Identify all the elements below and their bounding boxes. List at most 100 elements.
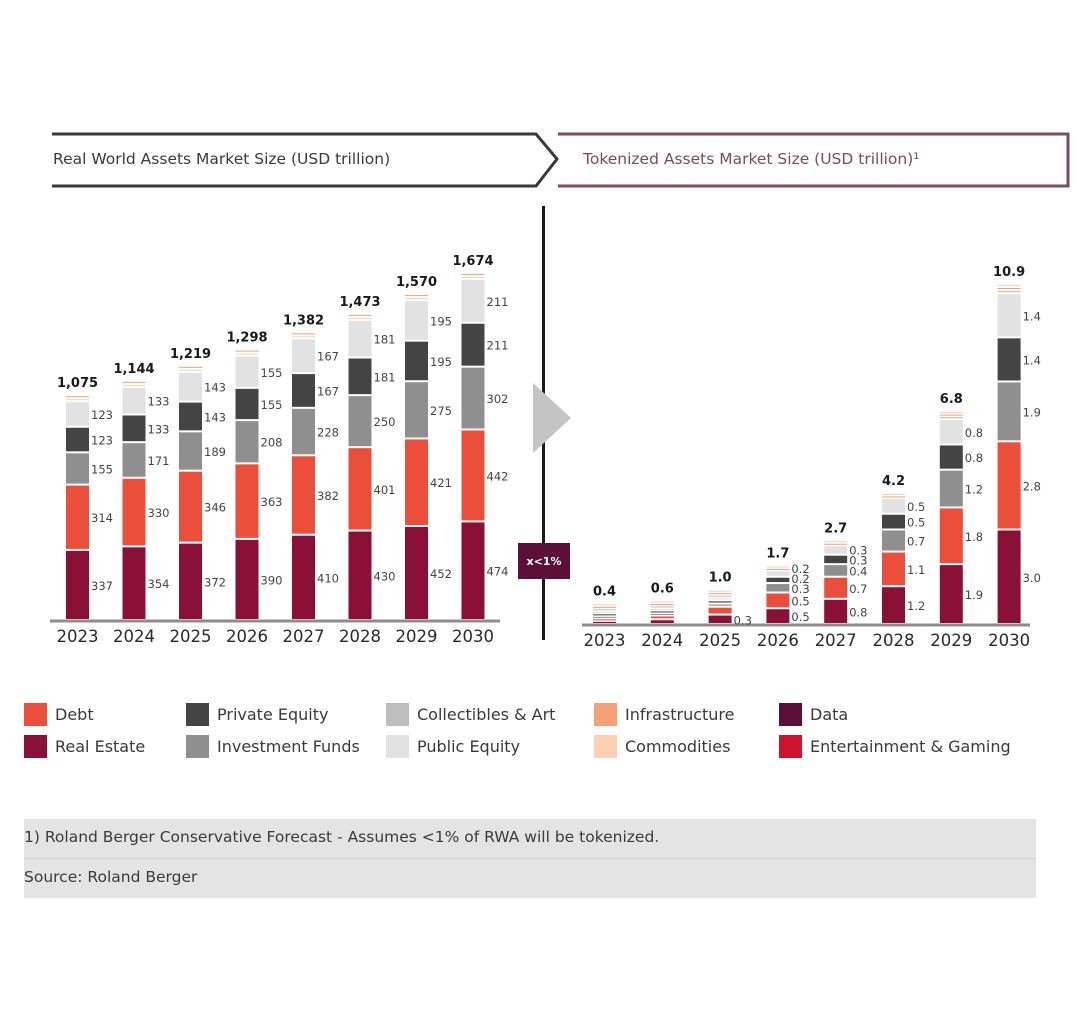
bar-total-label: 0.6 [651, 581, 674, 596]
bar-segment-real-estate-2023 [593, 621, 616, 623]
bar-segment-commodities-2027 [292, 336, 315, 338]
x-tick-label: 2024 [113, 627, 155, 646]
segment-value-label: 0.5 [791, 610, 809, 624]
segment-value-label: 2.8 [1023, 479, 1041, 493]
bar-stack-2024: 354 330 171 133 133 1,144 2024 [113, 362, 169, 646]
bar-segment-private-equity-2026 [766, 577, 790, 583]
bar-segment-commodities-2028 [348, 317, 372, 319]
bar-segment-real-estate-2028 [348, 531, 372, 619]
bar-segment-infrastructure-2025 [179, 366, 202, 368]
bar-segment-infrastructure-2023 [593, 606, 616, 608]
bar-segment-investment-funds-2030 [461, 367, 485, 429]
bar-segment-private-equity-2029 [939, 445, 963, 469]
bar-segment-investment-funds-2023 [593, 616, 616, 618]
legend-label: Commodities [625, 737, 731, 756]
bar-segment-investment-funds-2026 [766, 584, 790, 592]
segment-value-label: 275 [430, 404, 452, 418]
bar-stack-2028: 430 401 250 181 181 1,473 2028 [339, 295, 395, 646]
bar-total-label: 1,473 [339, 295, 380, 310]
charts-canvas: 337 314 155 123 123 1,075 2023 354 330 171 133 133 1… [50, 254, 1041, 650]
legend-swatch-investment-funds [186, 735, 209, 758]
bar-segment-commodities-2027 [824, 541, 848, 543]
segment-value-label: 430 [374, 569, 396, 583]
bar-segment-commodities-2024 [650, 601, 674, 603]
bar-segment-public-equity-2025 [179, 372, 202, 401]
rwa-chart: 337 314 155 123 123 1,075 2023 354 330 171 133 133 1… [50, 254, 508, 646]
bar-segment-public-equity-2025 [708, 598, 732, 600]
bar-stack-2029: 452 421 275 195 195 1,570 2029 [396, 275, 452, 646]
x-tick-label: 2027 [283, 627, 325, 646]
segment-value-label: 171 [148, 454, 170, 468]
legend-item-debt: Debt [24, 703, 94, 726]
bar-total-label: 1,674 [452, 254, 493, 269]
bar-segment-private-equity-2027 [824, 555, 848, 564]
x-tick-label: 2028 [339, 627, 381, 646]
segment-value-label: 401 [374, 483, 396, 497]
legend-label: Public Equity [417, 737, 521, 756]
bar-stack-2023: 0.4 2023 [584, 584, 626, 650]
segment-value-label: 0.8 [965, 451, 983, 465]
segment-value-label: 211 [487, 339, 509, 353]
bar-segment-investment-funds-2028 [882, 530, 905, 551]
legend-swatch-debt [24, 703, 47, 726]
header-left-arrow-shape [52, 132, 559, 188]
bar-total-label: 1,298 [226, 331, 267, 346]
footnote-box: 1) Roland Berger Conservative Forecast -… [24, 819, 1036, 898]
segment-value-label: 1.4 [1023, 309, 1041, 323]
bar-segment-debt-2024 [122, 478, 146, 546]
legend-item-collectibles-art: Collectibles & Art [386, 703, 555, 726]
segment-value-label: 1.9 [965, 588, 983, 602]
segment-value-label: 123 [91, 434, 113, 448]
bar-segment-debt-2029 [939, 508, 963, 564]
segment-value-label: 167 [317, 350, 339, 364]
x-tick-label: 2024 [641, 631, 683, 650]
legend-item-private-equity: Private Equity [186, 703, 328, 726]
segment-value-label: 189 [204, 445, 226, 459]
bar-segment-public-equity-2024 [122, 387, 146, 414]
footnote-note: 1) Roland Berger Conservative Forecast -… [24, 828, 660, 846]
header-left-panel: Real World Assets Market Size (USD trill… [0, 130, 560, 196]
segment-value-label: 302 [487, 392, 509, 406]
segment-value-label: 0.8 [849, 605, 867, 619]
bar-segment-private-equity-2030 [461, 323, 485, 366]
bar-segment-commodities-2025 [179, 369, 202, 371]
segment-value-label: 0.5 [907, 516, 925, 530]
bar-segment-investment-funds-2026 [235, 421, 259, 463]
bar-segment-private-equity-2028 [348, 358, 372, 395]
x-tick-label: 2023 [57, 627, 99, 646]
segment-value-label: 3.0 [1023, 571, 1041, 585]
bar-segment-real-estate-2026 [766, 609, 790, 623]
segment-value-label: 0.3 [849, 543, 867, 557]
legend-label: Entertainment & Gaming [810, 737, 1011, 756]
bar-segment-commodities-2023 [66, 399, 89, 401]
bar-segment-commodities-2026 [766, 566, 790, 568]
legend-swatch-real-estate [24, 735, 47, 758]
segment-value-label: 167 [317, 384, 339, 398]
bar-segment-debt-2030 [461, 430, 485, 521]
segment-value-label: 123 [91, 408, 113, 422]
segment-value-label: 0.7 [849, 582, 867, 596]
segment-value-label: 0.2 [791, 572, 809, 586]
x-tick-label: 2023 [584, 631, 626, 650]
bar-segment-public-equity-2029 [939, 420, 963, 444]
segment-value-label: 0.3 [791, 582, 809, 596]
bar-segment-private-equity-2024 [650, 611, 674, 613]
footnote-divider [24, 858, 1036, 859]
bar-segment-debt-2024 [650, 616, 674, 619]
segment-value-label: 390 [261, 573, 283, 587]
bar-segment-commodities-2028 [882, 494, 905, 495]
legend-label: Infrastructure [625, 705, 735, 724]
bar-segment-debt-2026 [766, 593, 790, 608]
bar-segment-investment-funds-2023 [66, 453, 89, 484]
bar-segment-infrastructure-2030 [997, 287, 1021, 290]
bar-total-label: 10.9 [993, 265, 1025, 280]
bar-segment-real-estate-2030 [461, 522, 485, 619]
bar-segment-investment-funds-2028 [348, 396, 372, 447]
segment-value-label: 155 [261, 398, 283, 412]
x-tick-label: 2030 [452, 627, 494, 646]
segment-value-label: 228 [317, 426, 339, 440]
bar-segment-investment-funds-2025 [179, 432, 202, 470]
bar-segment-public-equity-2026 [766, 571, 790, 576]
bar-segment-real-estate-2024 [650, 620, 674, 623]
